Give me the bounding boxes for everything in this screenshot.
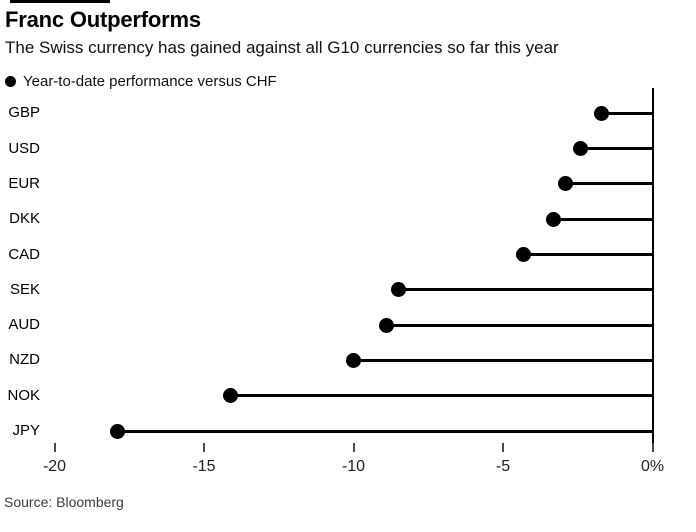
lollipop-line-aud [386, 323, 653, 327]
lollipop-line-cad [523, 253, 653, 256]
lollipop-line-eur [565, 182, 653, 186]
x-axis-tick--20 [53, 443, 56, 452]
row-label-gbp: GBP [8, 104, 40, 122]
lollipop-dot-jpy [109, 423, 125, 439]
lollipop-dot-nzd [346, 352, 361, 368]
lollipop-line-dkk [553, 217, 653, 221]
chart-title: Franc Outperforms [5, 7, 201, 32]
row-label-sek: SEK [9, 280, 40, 298]
legend-label: Year-to-date performance versus CHF [23, 73, 277, 90]
x-axis-label--15: -15 [192, 458, 216, 475]
x-axis-label--5: -5 [495, 458, 511, 475]
source-note: Source: Bloomberg [4, 494, 124, 510]
lollipop-line-gbp [601, 111, 653, 115]
row-label-nok: NOK [7, 386, 40, 404]
lollipop-dot-gbp [594, 105, 610, 121]
zero-axis-line [651, 88, 654, 452]
row-label-nzd: NZD [9, 351, 40, 369]
crop-artifact-bar [10, 0, 110, 3]
x-axis-tick--5 [502, 443, 504, 452]
lollipop-dot-cad [516, 247, 532, 262]
x-axis-label-0pct: 0% [640, 458, 665, 475]
row-label-jpy: JPY [12, 422, 40, 439]
lollipop-line-sek [398, 288, 653, 292]
lollipop-line-nzd [353, 358, 653, 362]
lollipop-dot-aud [378, 317, 394, 333]
legend: Year-to-date performance versus CHF [5, 73, 277, 90]
lollipop-dot-nok [223, 388, 239, 404]
row-label-dkk: DKK [9, 210, 40, 228]
chart-subtitle: The Swiss currency has gained against al… [5, 38, 559, 57]
x-axis-tick--15 [203, 443, 205, 452]
lollipop-dot-usd [573, 141, 589, 157]
lollipop-line-usd [580, 147, 653, 151]
row-label-usd: USD [8, 139, 40, 157]
row-label-aud: AUD [8, 316, 40, 334]
row-label-cad: CAD [8, 245, 40, 263]
lollipop-dot-dkk [546, 211, 562, 227]
x-axis-label--10: -10 [341, 458, 366, 475]
x-axis-tick--10 [352, 443, 355, 452]
x-axis-tick-0pct [651, 443, 654, 452]
lollipop-dot-eur [558, 176, 574, 192]
x-axis-label--20: -20 [42, 458, 67, 475]
row-label-eur: EUR [8, 174, 40, 192]
lollipop-line-nok [230, 394, 653, 398]
lollipop-dot-sek [390, 282, 406, 298]
legend-marker-icon [5, 76, 16, 87]
lollipop-line-jpy [117, 429, 653, 433]
